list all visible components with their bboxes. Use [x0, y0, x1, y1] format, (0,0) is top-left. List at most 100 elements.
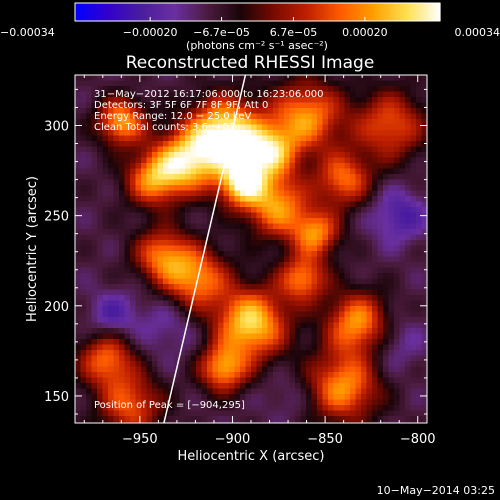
heatmap-cell [113, 372, 120, 378]
heatmap-cell [273, 152, 279, 158]
heatmap-cell [152, 185, 158, 191]
heatmap-cell [190, 196, 197, 202]
heatmap-cell [207, 344, 213, 351]
heatmap-cell [416, 174, 422, 180]
heatmap-cell [75, 240, 81, 246]
heatmap-cell [240, 130, 246, 136]
heatmap-cell [267, 124, 274, 131]
heatmap-cell [295, 284, 301, 290]
heatmap-cell [251, 124, 257, 131]
heatmap-cell [251, 75, 257, 81]
heatmap-cell [97, 201, 103, 208]
heatmap-cell [218, 394, 224, 400]
heatmap-cell [201, 251, 208, 257]
heatmap-cell [207, 394, 213, 400]
heatmap-cell [130, 355, 136, 362]
heatmap-cell [212, 196, 219, 202]
heatmap-cell [421, 394, 427, 400]
heatmap-cell [196, 388, 202, 395]
heatmap-cell [185, 295, 191, 301]
heatmap-cell [284, 157, 290, 164]
heatmap-cell [212, 141, 219, 147]
heatmap-cell [234, 333, 241, 340]
heatmap-cell [262, 388, 268, 395]
colorbar-cell [157, 3, 161, 21]
heatmap-cell [113, 311, 120, 318]
heatmap-cell [416, 311, 422, 318]
heatmap-cell [218, 333, 224, 340]
heatmap-cell [410, 152, 417, 158]
heatmap-cell [168, 130, 175, 136]
heatmap-cell [399, 317, 406, 323]
heatmap-cell [86, 388, 92, 395]
heatmap-cell [223, 245, 230, 252]
heatmap-cell [119, 146, 125, 153]
heatmap-cell [355, 152, 362, 158]
heatmap-cell [306, 361, 312, 367]
heatmap-cell [284, 179, 290, 186]
heatmap-cell [284, 383, 290, 389]
heatmap-cell [130, 80, 136, 87]
heatmap-cell [377, 130, 384, 136]
heatmap-cell [86, 322, 92, 329]
heatmap-cell [405, 273, 411, 279]
heatmap-cell [108, 284, 114, 290]
heatmap-cell [262, 256, 268, 263]
heatmap-cell [366, 218, 373, 224]
heatmap-cell [91, 388, 98, 395]
heatmap-cell [196, 196, 202, 202]
heatmap-cell [91, 108, 98, 114]
heatmap-cell [223, 273, 230, 279]
heatmap-cell [267, 152, 274, 158]
heatmap-cell [399, 295, 406, 301]
heatmap-cell [361, 75, 367, 81]
heatmap-cell [300, 306, 307, 312]
heatmap-cell [350, 113, 356, 120]
heatmap-cell [152, 295, 158, 301]
heatmap-cell [97, 119, 103, 125]
heatmap-cell [124, 130, 131, 136]
heatmap-cell [80, 80, 87, 87]
heatmap-cell [130, 229, 136, 235]
heatmap-cell [168, 108, 175, 114]
heatmap-cell [86, 157, 92, 164]
colorbar-cell [230, 3, 234, 21]
heatmap-cell [284, 119, 290, 125]
heatmap-cell [262, 295, 268, 301]
heatmap-cell [135, 86, 142, 92]
heatmap-cell [108, 157, 114, 164]
heatmap-cell [168, 168, 175, 175]
heatmap-cell [251, 234, 257, 241]
heatmap-cell [328, 355, 334, 362]
heatmap-cell [185, 388, 191, 395]
heatmap-cell [273, 267, 279, 274]
heatmap-cell [174, 80, 180, 87]
heatmap-cell [102, 421, 109, 423]
heatmap-cell [388, 179, 395, 186]
heatmap-cell [119, 75, 125, 81]
heatmap-cell [295, 306, 301, 312]
heatmap-cell [377, 333, 384, 340]
heatmap-cell [306, 317, 312, 323]
heatmap-cell [218, 410, 224, 417]
heatmap-cell [174, 267, 180, 274]
heatmap-cell [295, 229, 301, 235]
heatmap-cell [157, 289, 164, 296]
heatmap-cell [421, 223, 427, 230]
heatmap-cell [295, 174, 301, 180]
heatmap-cell [388, 394, 395, 400]
heatmap-cell [273, 119, 279, 125]
heatmap-cell [394, 75, 400, 81]
heatmap-cell [284, 317, 290, 323]
heatmap-cell [339, 174, 345, 180]
heatmap-cell [119, 394, 125, 400]
heatmap-cell [229, 289, 235, 296]
heatmap-cell [262, 306, 268, 312]
heatmap-cell [157, 119, 164, 125]
heatmap-cell [185, 75, 191, 81]
heatmap-cell [201, 234, 208, 241]
heatmap-cell [311, 86, 318, 92]
heatmap-cell [388, 229, 395, 235]
heatmap-cell [267, 251, 274, 257]
heatmap-cell [300, 328, 307, 334]
